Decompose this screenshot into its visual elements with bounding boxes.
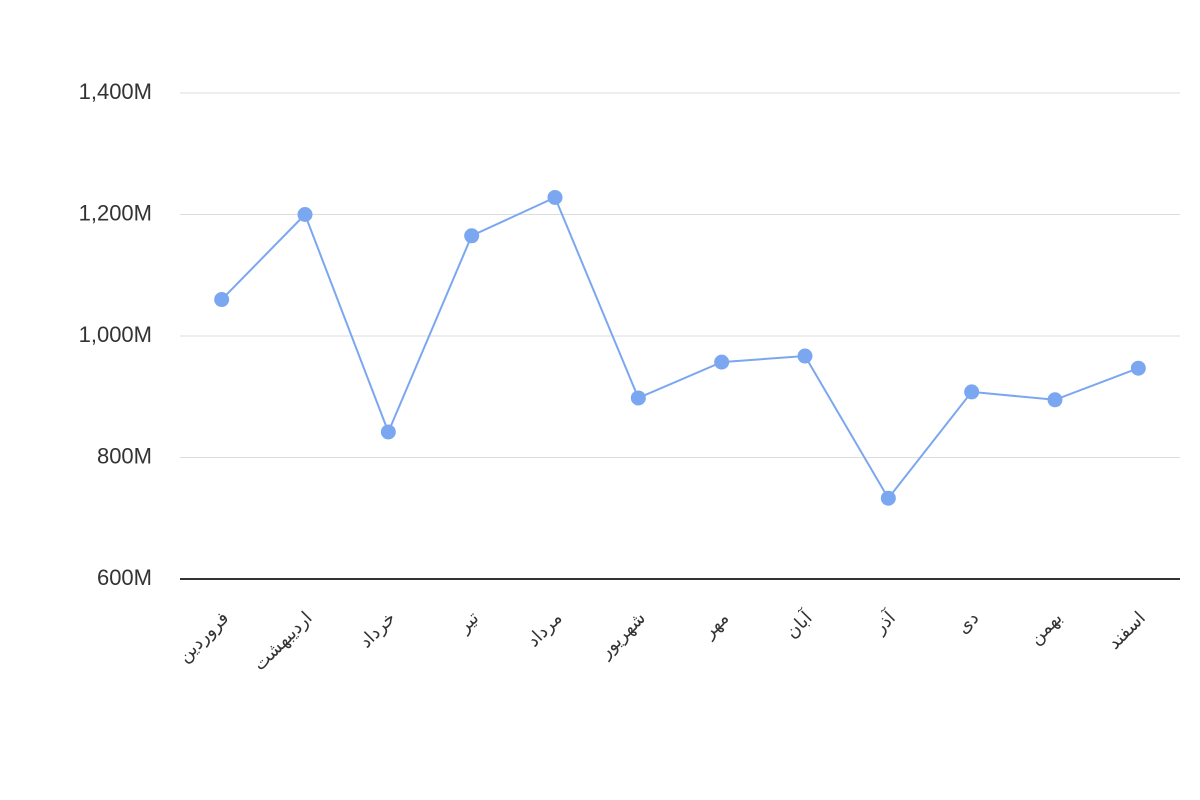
point	[1047, 392, 1063, 408]
y-tick-label: 1,200M	[79, 200, 152, 225]
x-tick-label: بهمن	[1025, 608, 1066, 649]
point	[1130, 360, 1146, 376]
x-tick-label: شهریور	[594, 608, 649, 663]
x-tick-label: مرداد	[523, 608, 567, 652]
point	[464, 228, 480, 244]
x-tick-label: اردیبهشت	[249, 608, 316, 675]
y-tick-label: 800M	[97, 443, 152, 468]
line	[220, 196, 1139, 500]
x-tick-label: دی	[953, 608, 983, 638]
point	[214, 292, 230, 308]
x-tick-label: آبان	[780, 606, 817, 643]
point	[297, 207, 313, 222]
x-tick-label: مهر	[698, 608, 733, 643]
x-tick-label: فروردین	[174, 608, 233, 667]
y-tick-label: 1,000M	[79, 322, 152, 347]
y-tick-label: 1,400M	[79, 79, 152, 104]
point	[630, 390, 646, 406]
x-tick-label: اسفند	[1104, 608, 1150, 654]
point	[380, 424, 396, 440]
point	[547, 189, 563, 205]
point	[964, 384, 980, 400]
point	[797, 348, 813, 364]
y-tick-label: 600M	[97, 565, 152, 590]
x-tick-label: آذر	[868, 606, 901, 639]
x-tick-label: تیر	[453, 608, 483, 638]
point	[714, 354, 730, 370]
x-tick-label: خرداد	[355, 608, 400, 653]
point	[880, 490, 896, 506]
